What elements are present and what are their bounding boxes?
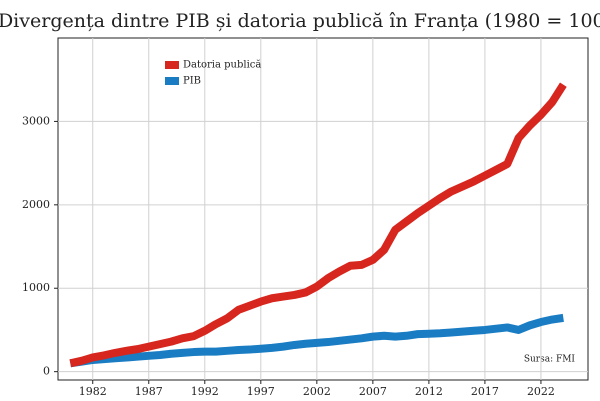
- x-tick-label: 2012: [415, 385, 443, 398]
- y-tick-label: 1000: [22, 281, 50, 294]
- x-tick-label: 2007: [359, 385, 387, 398]
- x-tick-label: 2017: [471, 385, 499, 398]
- source-note: Sursa: FMI: [524, 355, 576, 365]
- legend-label: Datoria publică: [183, 60, 261, 71]
- x-tick-label: 1997: [247, 385, 275, 398]
- y-tick-label: 0: [43, 365, 50, 378]
- y-tick-label: 2000: [22, 198, 50, 211]
- x-tick-label: 2002: [303, 385, 331, 398]
- plot-frame: [57, 37, 589, 381]
- x-tick-label: 2022: [527, 385, 555, 398]
- chart-title: Divergența dintre PIB și datoria publică…: [0, 10, 600, 32]
- legend-swatch: [165, 77, 179, 85]
- x-tick-label: 1982: [79, 385, 107, 398]
- legend-swatch: [165, 61, 179, 69]
- x-tick-label: 1992: [191, 385, 219, 398]
- legend-label: PIB: [183, 76, 201, 87]
- data-line: [69, 313, 564, 368]
- y-tick-label: 3000: [22, 114, 50, 127]
- x-tick-label: 1987: [135, 385, 163, 398]
- data-line: [69, 82, 567, 368]
